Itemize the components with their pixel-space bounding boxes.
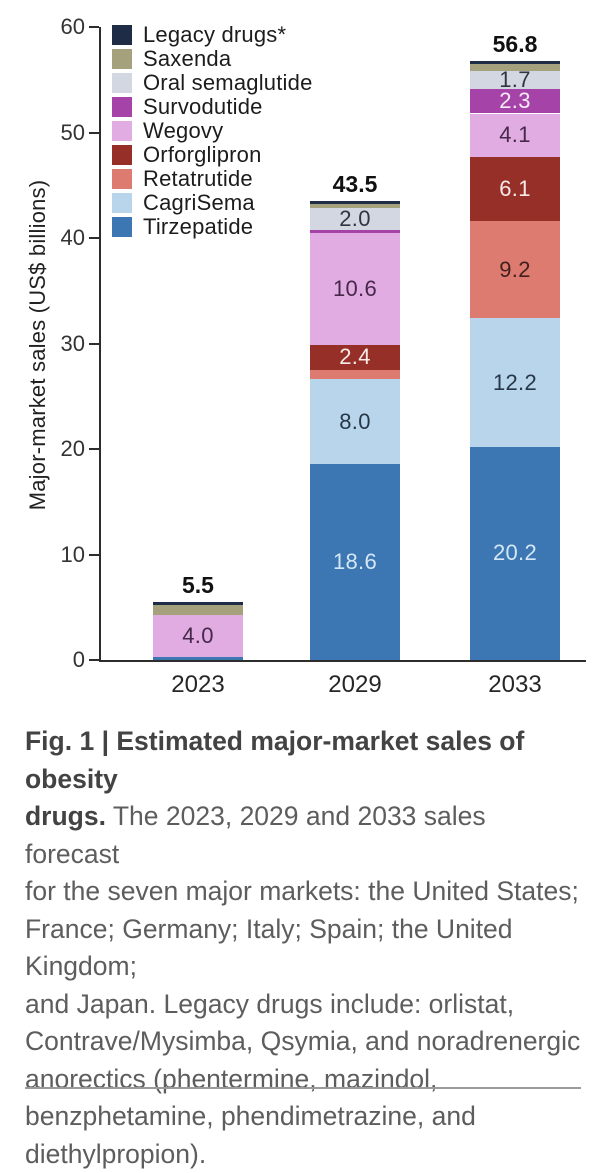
bar-segment-orforglipron-2033: 6.1: [470, 156, 560, 222]
bar-total-2029: 43.5: [332, 171, 378, 198]
bottom-divider: [25, 1087, 581, 1089]
bar-segment-orforglipron-2029: 2.4: [310, 344, 400, 370]
bar-segment-saxenda-2029: [310, 204, 400, 209]
y-tick: [89, 237, 99, 239]
legend-item-saxenda: Saxenda: [112, 46, 313, 71]
bar-segment-cagrisema-2033: 12.2: [470, 318, 560, 447]
y-tick: [89, 553, 99, 556]
legend-swatch-cagrisema: [112, 193, 132, 213]
legend-label-saxenda: Saxenda: [143, 46, 232, 71]
y-tick: [89, 342, 99, 345]
y-tick-label: 0: [72, 647, 85, 672]
y-axis-line: [99, 27, 101, 662]
bar-segment-tirzepatide-2029: 18.6: [310, 463, 400, 660]
bar-segment-wegovy-2029: 10.6: [310, 232, 400, 345]
legend-swatch-survodutide: [112, 97, 132, 117]
bar-total-2033: 56.8: [492, 30, 538, 57]
bar-segment-wegovy-2033: 4.1: [470, 113, 560, 157]
legend-label-orforglipron: Orforglipron: [143, 142, 262, 167]
y-tick-label: 20: [60, 436, 85, 461]
x-tick-label-2033: 2033: [488, 671, 542, 698]
legend-item-wegovy: Wegovy: [112, 118, 313, 143]
bar-segment-legacy-drugs-2023: [153, 601, 243, 606]
figure-caption: Fig. 1 | Estimated major-market sales of…: [25, 723, 585, 1173]
legend-label-legacy-drugs: Legacy drugs*: [143, 22, 287, 47]
figure-page: { "caption": { "line1_bold": "Fig. 1 | E…: [25, 14, 586, 1169]
bar-segment-saxenda-2023: [153, 605, 243, 615]
y-tick-label: 60: [60, 14, 85, 39]
caption-regular-rest: for the seven major markets: the United …: [25, 876, 581, 1169]
legend-label-survodutide: Survodutide: [143, 94, 263, 119]
caption-bold-line1: Fig. 1 | Estimated major-market sales of…: [25, 726, 525, 794]
y-tick: [89, 26, 99, 28]
chart-legend: Legacy drugs* Saxenda Oral semaglutide Surv…: [112, 22, 313, 239]
legend-swatch-tirzepatide: [112, 217, 132, 237]
y-tick-label: 10: [60, 541, 85, 567]
legend-label-retatrutide: Retatrutide: [143, 166, 253, 191]
bar-segment-survodutide-2033: 2.3: [470, 88, 560, 114]
bar-segment-legacy-drugs-2033: [470, 60, 560, 64]
bar-segment-retatrutide-2033: 9.2: [470, 221, 560, 319]
x-tick-label-2029: 2029: [328, 671, 382, 698]
bar-total-2023: 5.5: [182, 571, 214, 598]
legend-swatch-legacy-drugs: [112, 25, 132, 45]
legend-label-oral-semaglutide: Oral semaglutide: [143, 70, 313, 95]
bar-segment-survodutide-2029: [310, 229, 400, 233]
sales-bar-chart: Major-market sales (US$ billions) 0 10 20 3…: [25, 14, 586, 698]
legend-item-orforglipron: Orforglipron: [112, 142, 313, 167]
legend-item-cagrisema: CagriSema: [112, 190, 313, 215]
legend-swatch-orforglipron: [112, 145, 132, 165]
bar-segment-tirzepatide-2023: [153, 656, 243, 660]
x-tick-label-2023: 2023: [171, 671, 225, 698]
y-tick: [89, 131, 99, 134]
legend-item-retatrutide: Retatrutide: [112, 166, 313, 191]
y-tick-label: 30: [60, 330, 85, 356]
bar-segment-tirzepatide-2033: 20.2: [470, 446, 560, 660]
legend-swatch-retatrutide: [112, 169, 132, 189]
bar-segment-oral-semaglutide-2029: 2.0: [310, 206, 400, 231]
legend-label-wegovy: Wegovy: [143, 118, 224, 143]
legend-item-tirzepatide: Tirzepatide: [112, 214, 313, 239]
bar-segment-saxenda-2033: [470, 63, 560, 72]
legend-item-legacy-drugs: Legacy drugs*: [112, 22, 313, 47]
legend-label-tirzepatide: Tirzepatide: [143, 214, 254, 239]
legend-swatch-oral-semaglutide: [112, 73, 132, 93]
caption-bold-line2: drugs.: [25, 801, 106, 831]
y-tick-label: 50: [60, 119, 85, 145]
bar-segment-oral-semaglutide-2033: 1.7: [470, 67, 560, 92]
legend-item-oral-semaglutide: Oral semaglutide: [112, 70, 313, 95]
bar-segment-legacy-drugs-2029: [310, 201, 400, 205]
bar-segment-cagrisema-2029: 8.0: [310, 379, 400, 464]
x-axis-line: [99, 660, 586, 662]
caption-regular-start: The 2023, 2029 and 2033 sales forecast: [25, 801, 486, 869]
legend-swatch-saxenda: [112, 49, 132, 69]
y-tick-label: 40: [60, 225, 85, 250]
legend-swatch-wegovy: [112, 121, 132, 141]
legend-label-cagrisema: CagriSema: [143, 190, 255, 215]
legend-item-survodutide: Survodutide: [112, 94, 313, 119]
bar-segment-wegovy-2023: 4.0: [153, 614, 243, 657]
y-tick: [89, 659, 99, 661]
bar-segment-retatrutide-2029: [310, 369, 400, 380]
y-tick: [89, 448, 99, 450]
